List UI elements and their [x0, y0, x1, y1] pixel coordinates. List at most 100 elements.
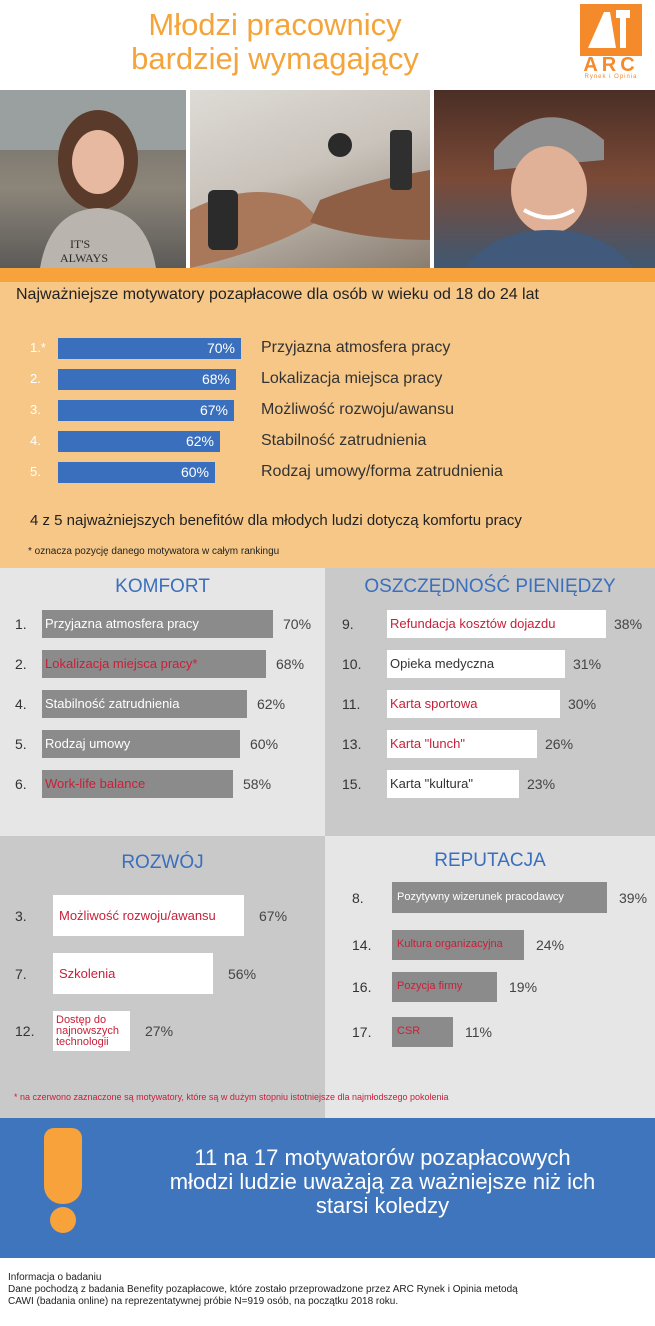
- benefit-note: 4 z 5 najważniejszych benefitów dla młod…: [30, 512, 522, 529]
- reputacja-rank-2: 14.: [352, 937, 372, 953]
- oszczednosc-bar-1: Refundacja kosztów dojazdu: [387, 610, 606, 638]
- oszczednosc-title: OSZCZĘDNOŚĆ PIENIĘDZY: [364, 576, 616, 597]
- reputacja-pct-4: 11%: [465, 1024, 492, 1040]
- rozwoj-pct-2: 56%: [228, 965, 257, 982]
- top-label-3: Możliwość rozwoju/awansu: [261, 401, 454, 418]
- komfort-pct-4: 60%: [250, 736, 279, 752]
- logo-subtitle: Rynek i Opinia: [584, 74, 638, 80]
- rank-note: * oznacza pozycję danego motywatora w ca…: [28, 546, 280, 557]
- reputacja-bar-1: Pozytywny wizerunek pracodawcy: [392, 882, 607, 913]
- page-title: Młodzi pracownicy bardziej wymagający: [20, 8, 530, 76]
- top-rank-5: 5.: [30, 464, 41, 479]
- study-info-line-1: Dane pochodzą z badania Benefity pozapła…: [8, 1284, 518, 1295]
- reputacja-pct-3: 19%: [509, 979, 538, 995]
- logo-name: ARC: [583, 54, 639, 76]
- rozwoj-pct-3: 27%: [145, 1023, 174, 1039]
- banner-text: 11 na 17 motywatorów pozapłacowych młodz…: [120, 1146, 645, 1218]
- reputacja-pct-2: 24%: [536, 937, 565, 953]
- komfort-rank-3: 4.: [15, 696, 27, 712]
- red-highlight-note: * na czerwono zaznaczone są motywatory, …: [14, 1092, 449, 1102]
- oszczednosc-bar-3: Karta sportowa: [387, 690, 560, 718]
- exclamation-dot-icon: [50, 1207, 76, 1233]
- top-label-1: Przyjazna atmosfera pracy: [261, 339, 451, 356]
- arc-logo: [580, 4, 642, 56]
- komfort-pct-5: 58%: [243, 776, 272, 792]
- komfort-title: KOMFORT: [115, 576, 210, 597]
- top-rank-1: 1.*: [30, 340, 46, 355]
- svg-text:IT'S: IT'S: [70, 237, 90, 251]
- top-bar-1: 70%: [58, 338, 241, 359]
- komfort-bar-1: Przyjazna atmosfera pracy: [42, 610, 273, 638]
- top-bar-3: 67%: [58, 400, 234, 421]
- banner-line-2: młodzi ludzie uważają za ważniejsze niż …: [169, 1169, 596, 1194]
- oszczednosc-panel: OSZCZĘDNOŚĆ PIENIĘDZY 9. Refundacja kosztó…: [325, 568, 655, 836]
- rozwoj-rank-3: 12.: [15, 1023, 35, 1039]
- top-rank-2: 2.: [30, 371, 41, 386]
- orange-stripe: [0, 268, 655, 282]
- rozwoj-bar-3: Dostęp do najnowszych technologii: [53, 1011, 130, 1051]
- top-bar-2: 68%: [58, 369, 236, 390]
- top-label-4: Stabilność zatrudnienia: [261, 432, 427, 449]
- reputacja-bar-3: Pozycja firmy: [392, 972, 497, 1002]
- rozwoj-panel: ROZWÓJ 3. Możliwość rozwoju/awansu 67% 7. Szk…: [0, 836, 325, 1118]
- photo-young-woman: IT'S ALWAYS: [0, 90, 186, 268]
- reputacja-pct-1: 39%: [619, 889, 648, 906]
- oszczednosc-rank-4: 13.: [342, 736, 362, 752]
- rozwoj-rank-2: 7.: [15, 965, 27, 982]
- oszczednosc-pct-1: 38%: [614, 616, 643, 632]
- rozwoj-title: ROZWÓJ: [121, 852, 204, 873]
- komfort-pct-1: 70%: [283, 616, 312, 632]
- top-label-2: Lokalizacja miejsca pracy: [261, 370, 443, 387]
- exclamation-icon: [44, 1128, 82, 1204]
- komfort-bar-4: Rodzaj umowy: [42, 730, 240, 758]
- komfort-bar-3: Stabilność zatrudnienia: [42, 690, 247, 718]
- study-info-line-2: CAWI (badania online) na reprezentatywne…: [8, 1296, 399, 1307]
- komfort-rank-4: 5.: [15, 736, 27, 752]
- top-bar-4: 62%: [58, 431, 220, 452]
- oszczednosc-rank-5: 15.: [342, 776, 362, 792]
- top-rank-3: 3.: [30, 402, 41, 417]
- oszczednosc-pct-4: 26%: [545, 736, 574, 752]
- top-label-5: Rodzaj umowy/forma zatrudnienia: [261, 463, 503, 480]
- top-rank-4: 4.: [30, 433, 41, 448]
- rozwoj-bar-2: Szkolenia: [53, 953, 213, 994]
- oszczednosc-rank-2: 10.: [342, 656, 362, 672]
- banner-line-1: 11 na 17 motywatorów pozapłacowych: [194, 1145, 571, 1170]
- title-line-2: bardziej wymagający: [131, 41, 419, 76]
- top-bar-5: 60%: [58, 462, 215, 483]
- banner-line-3: starsi koledzy: [315, 1193, 450, 1218]
- oszczednosc-bar-5: Karta "kultura": [387, 770, 519, 798]
- study-info-title: Informacja o badaniu: [8, 1272, 102, 1283]
- study-info-text: Dane pochodzą z badania Benefity pozapła…: [8, 1284, 648, 1308]
- oszczednosc-pct-2: 31%: [573, 656, 602, 672]
- lighthouse-icon: [588, 10, 630, 48]
- komfort-rank-2: 2.: [15, 656, 27, 672]
- photo-fist-bump: [190, 90, 430, 268]
- komfort-pct-3: 62%: [257, 696, 286, 712]
- komfort-rank-1: 1.: [15, 616, 27, 632]
- komfort-bar-5: Work-life balance: [42, 770, 233, 798]
- oszczednosc-rank-3: 11.: [342, 696, 361, 712]
- rozwoj-bar-1: Możliwość rozwoju/awansu: [53, 895, 244, 936]
- oszczednosc-bar-4: Karta "lunch": [387, 730, 537, 758]
- title-line-1: Młodzi pracownicy: [148, 7, 402, 42]
- reputacja-rank-3: 16.: [352, 979, 372, 995]
- oszczednosc-bar-2: Opieka medyczna: [387, 650, 565, 678]
- svg-text:ALWAYS: ALWAYS: [60, 251, 108, 265]
- photo-young-man: [434, 90, 655, 268]
- reputacja-rank-4: 17.: [352, 1024, 372, 1040]
- reputacja-rank-1: 8.: [352, 889, 364, 906]
- komfort-rank-5: 6.: [15, 776, 27, 792]
- oszczednosc-pct-5: 23%: [527, 776, 556, 792]
- oszczednosc-rank-1: 9.: [342, 616, 354, 632]
- rozwoj-pct-1: 67%: [259, 907, 288, 924]
- reputacja-panel: REPUTACJA 8. Pozytywny wizerunek pracodawc…: [325, 836, 655, 1118]
- section-subtitle: Najważniejsze motywatory pozapłacowe dla…: [16, 286, 539, 303]
- reputacja-title: REPUTACJA: [434, 850, 546, 871]
- oszczednosc-pct-3: 30%: [568, 696, 597, 712]
- summary-banner: [0, 1118, 655, 1258]
- reputacja-bar-4: CSR: [392, 1017, 453, 1047]
- rozwoj-rank-1: 3.: [15, 907, 27, 924]
- reputacja-bar-2: Kultura organizacyjna: [392, 930, 524, 960]
- komfort-pct-2: 68%: [276, 656, 305, 672]
